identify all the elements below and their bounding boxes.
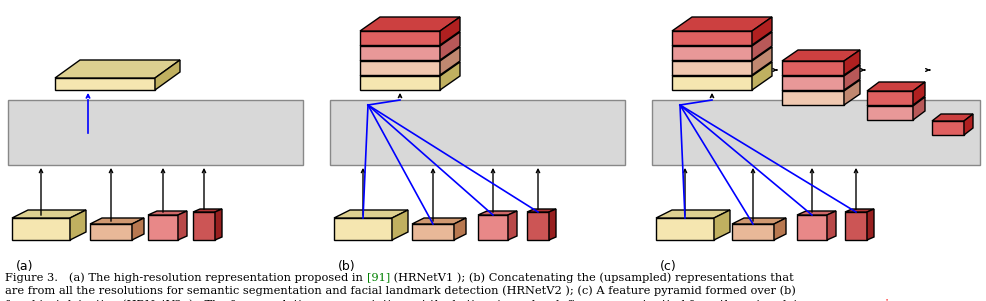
Polygon shape [963, 114, 972, 135]
Bar [652, 100, 979, 165]
Polygon shape [477, 215, 508, 240]
Bar [329, 100, 624, 165]
Polygon shape [671, 17, 771, 31]
Polygon shape [508, 211, 517, 240]
Polygon shape [132, 218, 144, 240]
Text: [91]: [91] [366, 272, 389, 282]
Text: (HRNetV1 ); (b) Concatenating the (upsampled) representations that: (HRNetV1 ); (b) Concatenating the (upsam… [389, 272, 793, 283]
Polygon shape [866, 91, 912, 105]
Polygon shape [866, 82, 924, 91]
Polygon shape [931, 121, 963, 135]
Polygon shape [360, 46, 440, 60]
Text: (b): (b) [337, 260, 355, 273]
Polygon shape [440, 47, 459, 75]
Polygon shape [360, 47, 459, 61]
Polygon shape [454, 218, 465, 240]
Polygon shape [12, 218, 70, 240]
Text: for object detection (HRNetV2p).  The four-resolution representations at the bot: for object detection (HRNetV2p). The fou… [5, 299, 804, 301]
Polygon shape [751, 62, 771, 90]
Polygon shape [70, 210, 86, 240]
Polygon shape [751, 32, 771, 60]
Polygon shape [671, 47, 771, 61]
Polygon shape [548, 209, 555, 240]
Polygon shape [360, 17, 459, 31]
Polygon shape [55, 60, 179, 78]
Polygon shape [333, 210, 407, 218]
Polygon shape [671, 32, 771, 46]
Polygon shape [844, 209, 874, 212]
Polygon shape [912, 82, 924, 105]
Polygon shape [360, 31, 440, 45]
Polygon shape [215, 209, 222, 240]
Polygon shape [866, 97, 924, 106]
Polygon shape [751, 17, 771, 45]
Polygon shape [912, 97, 924, 120]
Polygon shape [193, 209, 222, 212]
Polygon shape [90, 218, 144, 224]
Polygon shape [360, 62, 459, 76]
Polygon shape [713, 210, 730, 240]
Polygon shape [656, 210, 730, 218]
Polygon shape [527, 212, 548, 240]
Polygon shape [193, 212, 215, 240]
Polygon shape [360, 76, 440, 90]
Polygon shape [843, 80, 859, 105]
Polygon shape [844, 212, 866, 240]
Polygon shape [671, 61, 751, 75]
Polygon shape [781, 76, 843, 90]
Polygon shape [333, 218, 391, 240]
Text: rudn.com: rudn.com [869, 299, 919, 301]
Polygon shape [796, 211, 835, 215]
Polygon shape [671, 62, 771, 76]
Polygon shape [360, 32, 459, 46]
Polygon shape [671, 31, 751, 45]
Polygon shape [931, 114, 972, 121]
Polygon shape [843, 50, 859, 75]
Polygon shape [732, 218, 785, 224]
Polygon shape [866, 106, 912, 120]
Bar [8, 100, 303, 165]
Polygon shape [773, 218, 785, 240]
Polygon shape [391, 210, 407, 240]
Text: (c): (c) [660, 260, 676, 273]
Polygon shape [781, 50, 859, 61]
Polygon shape [751, 47, 771, 75]
Polygon shape [671, 46, 751, 60]
Polygon shape [55, 78, 155, 90]
Polygon shape [796, 215, 826, 240]
Polygon shape [781, 91, 843, 105]
Polygon shape [781, 61, 843, 75]
Text: are from all the resolutions for semantic segmentation and facial landmark detec: are from all the resolutions for semanti… [5, 286, 795, 296]
Polygon shape [656, 218, 713, 240]
Polygon shape [155, 60, 179, 90]
Polygon shape [12, 210, 86, 218]
Text: Figure 3.   (a) The high-resolution representation proposed in: Figure 3. (a) The high-resolution repres… [5, 272, 366, 283]
Polygon shape [527, 209, 555, 212]
Polygon shape [781, 80, 859, 91]
Polygon shape [866, 209, 874, 240]
Polygon shape [360, 61, 440, 75]
Polygon shape [671, 76, 751, 90]
Polygon shape [732, 224, 773, 240]
Polygon shape [440, 62, 459, 90]
Polygon shape [90, 224, 132, 240]
Polygon shape [148, 215, 177, 240]
Polygon shape [411, 218, 465, 224]
Polygon shape [440, 32, 459, 60]
Polygon shape [781, 65, 859, 76]
Polygon shape [411, 224, 454, 240]
Polygon shape [440, 17, 459, 45]
Text: (a): (a) [16, 260, 34, 273]
Polygon shape [826, 211, 835, 240]
Polygon shape [148, 211, 186, 215]
Polygon shape [477, 211, 517, 215]
Polygon shape [843, 65, 859, 90]
Polygon shape [177, 211, 186, 240]
